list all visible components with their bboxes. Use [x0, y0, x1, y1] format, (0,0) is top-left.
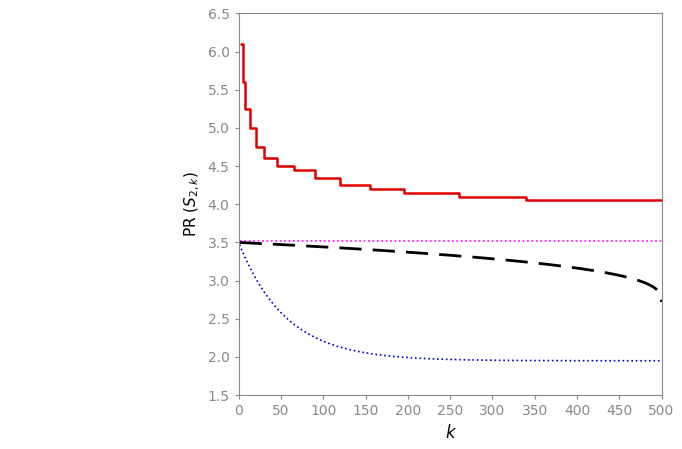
X-axis label: k: k — [445, 424, 455, 442]
Y-axis label: PR $(S_{2,k})$: PR $(S_{2,k})$ — [183, 172, 202, 237]
